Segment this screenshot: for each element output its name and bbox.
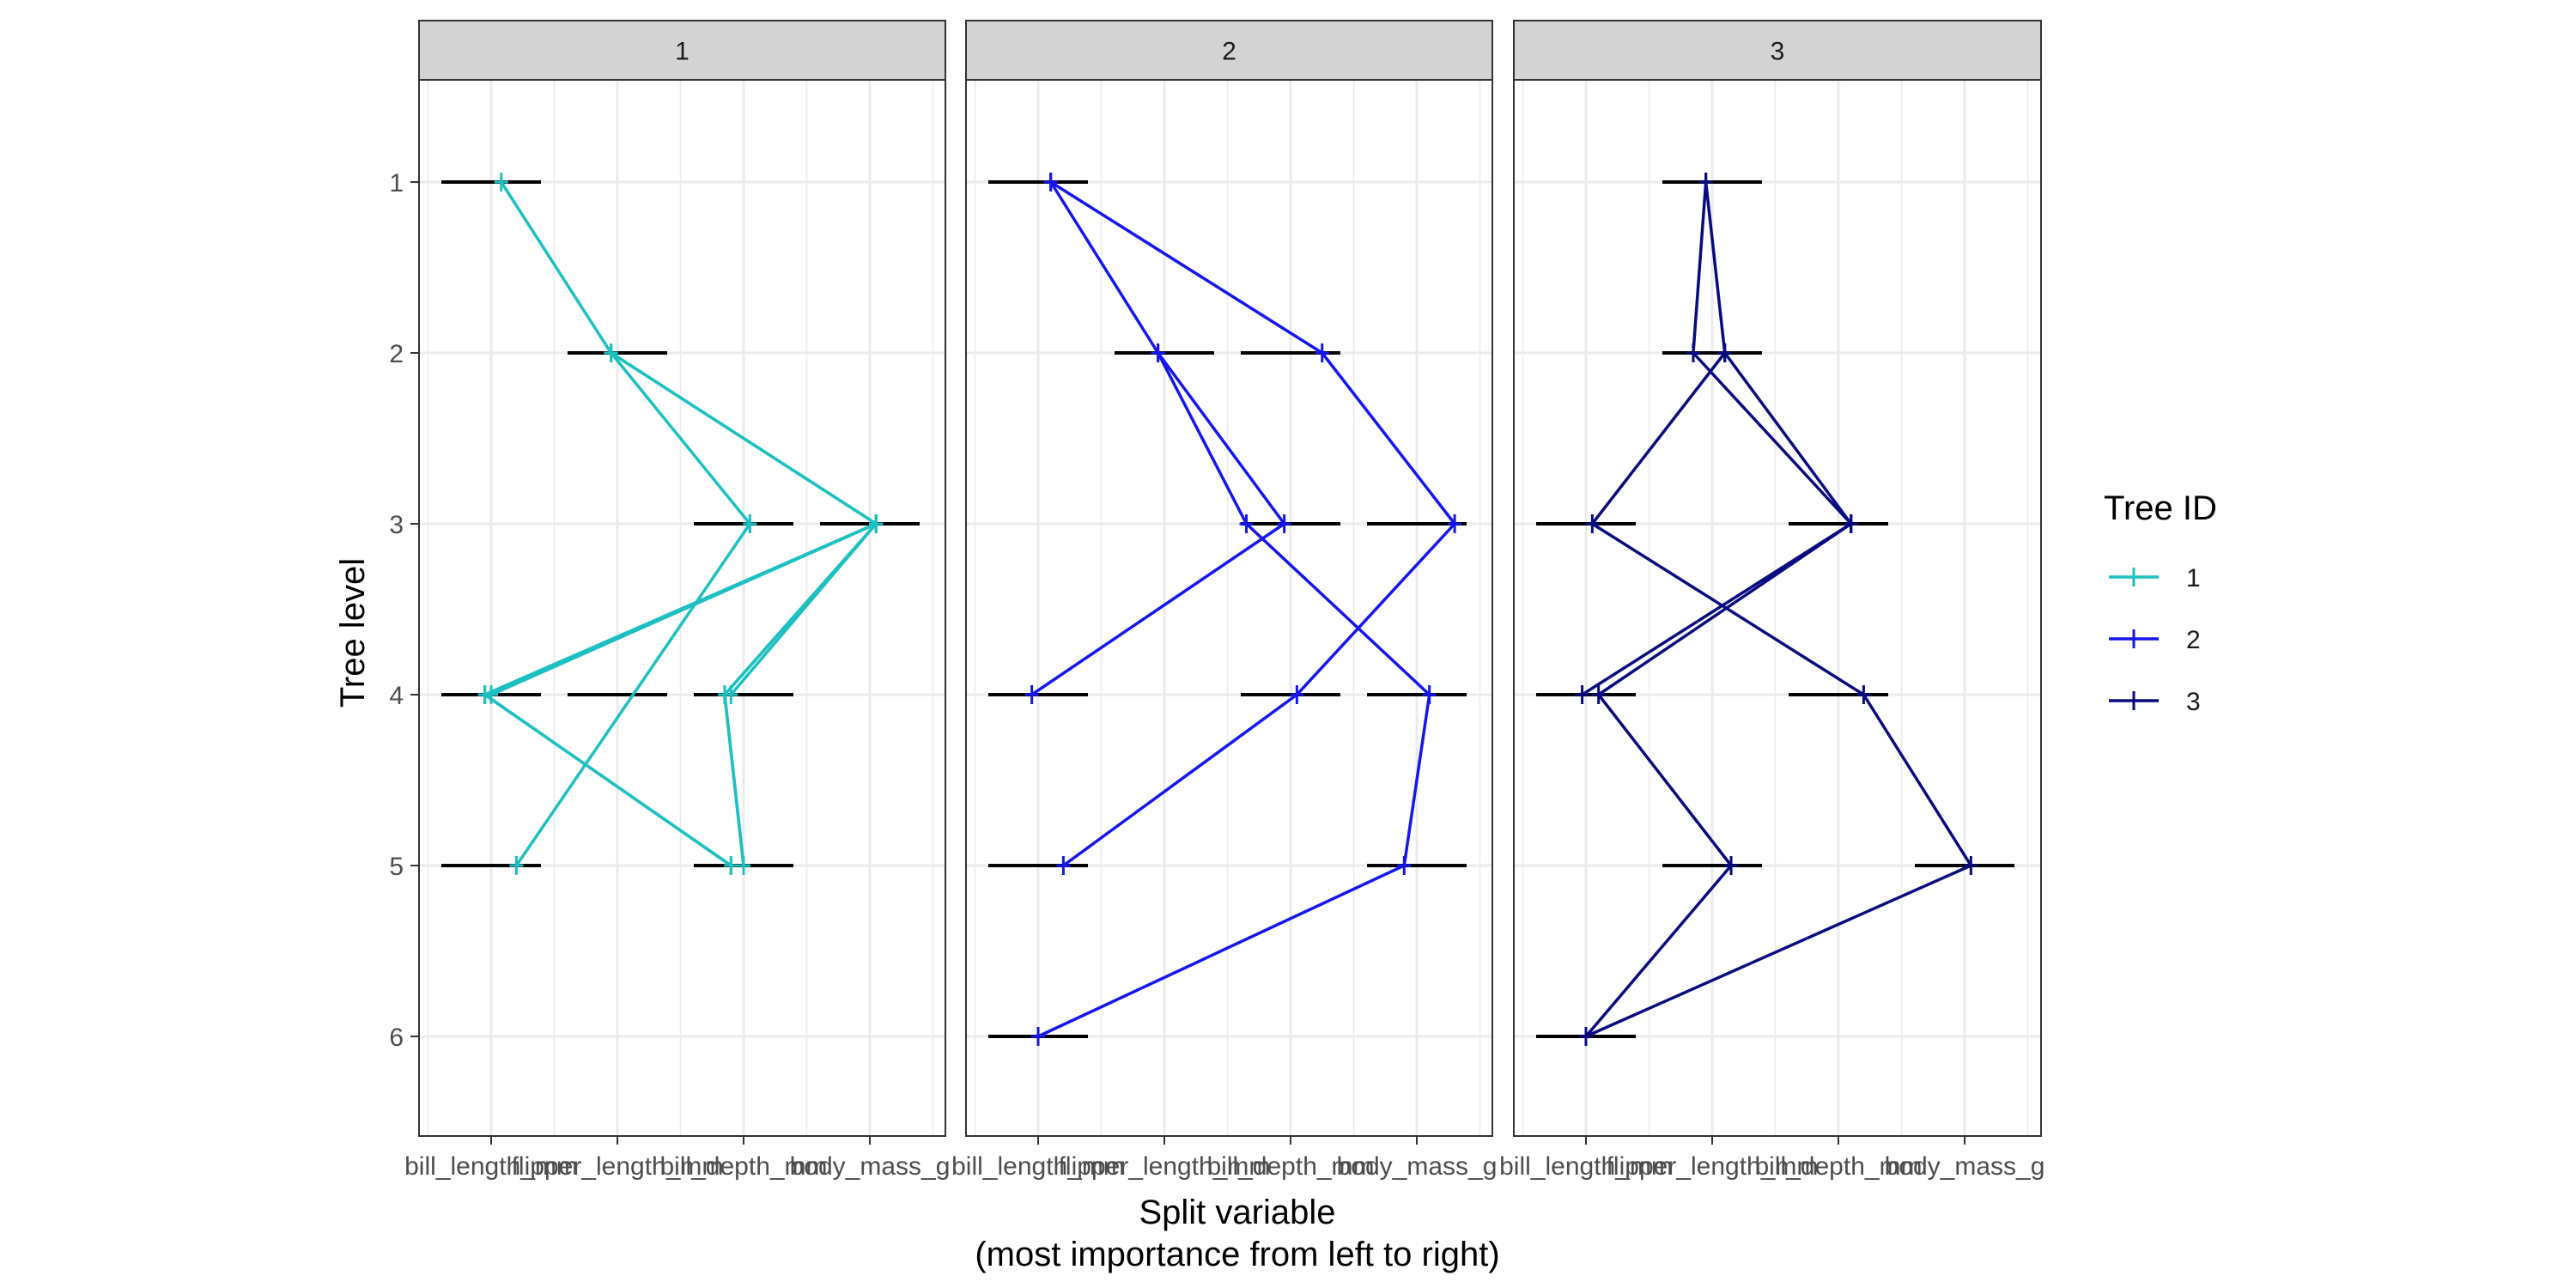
x-tick-label: body_mass_g	[790, 1152, 951, 1181]
tree-path-line	[1037, 181, 1431, 1038]
legend-label: 2	[2186, 626, 2201, 654]
x-tick-label: body_mass_g	[1885, 1152, 2045, 1181]
tree-path-point	[869, 514, 884, 533]
tree-path-point	[1591, 685, 1606, 704]
panel-border	[418, 79, 946, 1137]
y-tick-label: 5	[389, 853, 404, 881]
legend-key-point	[2127, 629, 2141, 648]
y-axis-ticks: 1 2 3 4 5 6	[389, 169, 419, 1052]
tree-path-point	[1448, 514, 1462, 533]
tree-path-point	[494, 173, 508, 191]
facet-panels: 1 2 3	[418, 20, 2042, 1137]
tree-path-point	[1964, 856, 1978, 875]
tree-path-point	[1031, 1027, 1045, 1046]
tree-path-point	[1698, 173, 1713, 191]
facet-strip-label: 2	[1222, 38, 1236, 66]
tree-path-point	[1585, 514, 1600, 533]
facet-panel-1: 1	[418, 20, 946, 1137]
facet-panel-2: 2	[965, 20, 1493, 1137]
tree-path-point	[1686, 343, 1700, 362]
legend-title: Tree ID	[2104, 489, 2217, 527]
tree-path-point	[1290, 685, 1304, 704]
x-tick-label: bill_depth_mm	[659, 1152, 827, 1181]
x-tick-label: flipper_length_mm	[1607, 1152, 1819, 1181]
y-axis-title: Tree level	[334, 558, 372, 708]
tree-path-point	[737, 856, 750, 875]
facet-strip-label: 3	[1771, 38, 1785, 66]
y-tick-label: 3	[389, 511, 404, 539]
y-tick-label: 2	[389, 340, 404, 368]
tree-path-point	[1717, 343, 1732, 362]
facet-strip	[965, 20, 1493, 81]
x-tick-label: bill_length_mm	[951, 1152, 1125, 1181]
legend-item-2: 2	[2109, 626, 2201, 654]
tree-path-point	[1397, 856, 1412, 875]
tree-path-point	[1844, 514, 1858, 533]
tree-path-point	[1239, 514, 1254, 533]
tree-path-point	[724, 856, 738, 875]
facet-strip-label: 1	[675, 38, 690, 66]
x-tick-label: bill_depth_mm	[1754, 1152, 1922, 1181]
tree-path-point	[509, 856, 524, 875]
panel-background	[966, 80, 1492, 1136]
x-tick-label: flipper_length_mm	[512, 1152, 724, 1181]
tree-path-line	[1585, 181, 1973, 1038]
y-tick-label: 1	[389, 169, 404, 197]
legend-key-point	[2127, 568, 2141, 586]
y-tick-label: 6	[389, 1024, 404, 1052]
tree-path-point	[1575, 685, 1589, 704]
tree-path-point	[477, 685, 492, 704]
legend: Tree ID 1 2 3	[2104, 489, 2217, 716]
x-tick-label: flipper_length_mm	[1059, 1152, 1271, 1181]
x-tick-label: bill_length_mm	[1499, 1152, 1673, 1181]
legend-item-3: 3	[2109, 688, 2201, 716]
tree-path-point	[724, 685, 738, 704]
x-axis-ticks: bill_length_mmflipper_length_mmbill_dept…	[404, 1136, 2044, 1181]
tree-path-point	[1056, 856, 1071, 875]
panel-border	[1513, 79, 2042, 1137]
y-tick-label: 4	[389, 682, 404, 710]
x-tick-label: bill_depth_mm	[1206, 1152, 1374, 1181]
x-tick-label: bill_length_mm	[404, 1152, 578, 1181]
legend-label: 3	[2186, 688, 2201, 716]
panel-background	[1514, 80, 2041, 1136]
tree-path-point	[1024, 685, 1039, 704]
tree-path-point	[1579, 1027, 1593, 1046]
facet-strip	[418, 20, 946, 81]
x-axis-subtitle: (most importance from left to right)	[975, 1236, 1499, 1273]
tree-path-point	[1277, 514, 1291, 533]
legend-label: 1	[2186, 564, 2201, 592]
tree-path-line	[1584, 522, 1852, 1038]
tree-path-point	[1043, 173, 1058, 191]
tree-path-point	[1315, 343, 1329, 362]
tree-path-point	[1422, 685, 1437, 704]
tree-path-line	[514, 523, 751, 866]
x-tick-label: body_mass_g	[1337, 1152, 1498, 1181]
tree-path-line	[729, 522, 878, 696]
legend-item-1: 1	[2109, 564, 2201, 592]
x-axis-title: Split variable	[1139, 1194, 1335, 1231]
tree-path-point	[1856, 685, 1871, 704]
panel-border	[965, 79, 1493, 1137]
tree-path-point	[743, 514, 757, 533]
facet-panel-3: 3	[1513, 20, 2042, 1137]
tree-path-point	[1151, 343, 1165, 362]
legend-key-point	[2127, 691, 2141, 710]
tree-path-point	[604, 343, 618, 362]
tree-path-point	[1724, 856, 1739, 875]
